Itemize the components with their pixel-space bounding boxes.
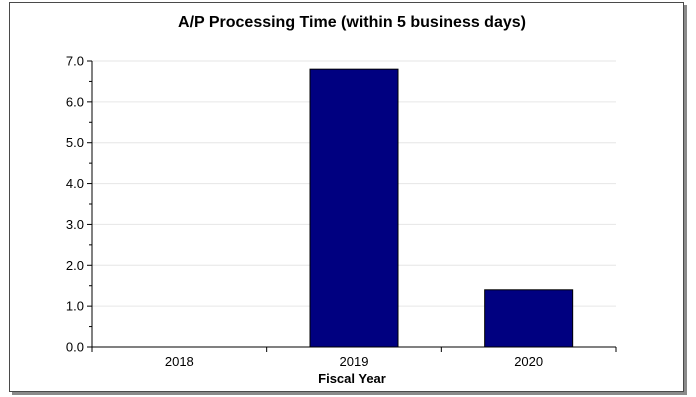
x-tick-label: 2020	[514, 354, 543, 369]
bar-2020	[484, 289, 574, 348]
x-tick-label: 2018	[165, 354, 194, 369]
bar-2019	[309, 68, 399, 348]
y-tick-labels: 0.0 1.0 2.0 3.0 4.0 5.0 6.0 7.0	[66, 54, 84, 355]
x-tick-labels: 2018 2019 2020	[165, 354, 543, 369]
y-tick-label: 1.0	[66, 299, 84, 314]
bars	[309, 68, 574, 348]
bar-chart: A/P Processing Time (within 5 business d…	[66, 14, 617, 386]
x-axis-title: Fiscal Year	[318, 371, 386, 386]
x-tick-label: 2019	[340, 354, 369, 369]
y-tick-label: 3.0	[66, 217, 84, 232]
y-tick-label: 6.0	[66, 94, 84, 109]
y-tick-label: 7.0	[66, 54, 84, 69]
y-tick-label: 4.0	[66, 176, 84, 191]
y-tick-label: 5.0	[66, 135, 84, 150]
chart-frame: A/P Processing Time (within 5 business d…	[9, 2, 684, 392]
y-tick-label: 2.0	[66, 258, 84, 273]
y-tick-label: 0.0	[66, 340, 84, 355]
axes	[87, 60, 617, 352]
chart-title: A/P Processing Time (within 5 business d…	[178, 14, 526, 31]
